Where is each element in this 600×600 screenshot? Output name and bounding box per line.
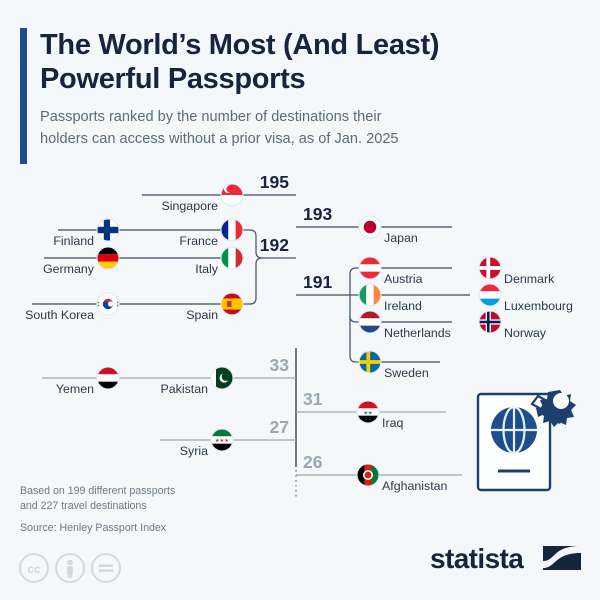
value-27: 27: [270, 417, 289, 437]
label-ireland: Ireland: [384, 299, 422, 313]
subtitle-line-2: holders can access without a prior visa,…: [40, 130, 399, 147]
label-pakistan: Pakistan: [160, 382, 208, 396]
header: The World’s Most (And Least) Powerful Pa…: [20, 28, 580, 164]
footnote-line-1: Based on 199 different passports: [20, 485, 176, 497]
label-spain: Spain: [186, 308, 218, 322]
title-accent-bar: [20, 28, 27, 164]
subtitle-line-1: Passports ranked by the number of destin…: [40, 109, 382, 126]
group-195: 195 Singapore: [142, 172, 296, 213]
passport-illustration: [470, 368, 590, 498]
label-austria: Austria: [384, 272, 423, 286]
label-denmark: Denmark: [504, 272, 555, 286]
group-192: 192 Finland France Germany Italy South K…: [25, 218, 296, 322]
label-singapore: Singapore: [162, 199, 219, 213]
value-33: 33: [270, 355, 290, 375]
group-33: 33 Yemen Pakistan: [42, 355, 296, 396]
label-sweden: Sweden: [384, 366, 429, 380]
label-syria: Syria: [180, 444, 208, 458]
by-icon: [67, 559, 73, 578]
page-title: The World’s Most (And Least) Powerful Pa…: [40, 28, 580, 96]
group-31: 31 Iraq: [296, 389, 446, 430]
label-iraq: Iraq: [382, 416, 403, 430]
source-note: Source: Henley Passport Index: [20, 522, 167, 535]
group-193: 193 Japan: [296, 204, 452, 245]
value-31: 31: [303, 389, 323, 409]
footer-notes: Based on 199 different passports and 227…: [20, 484, 350, 534]
value-26: 26: [303, 452, 323, 472]
value-193: 193: [303, 204, 332, 224]
group-191: 191 Austria Ireland Netherlands Sweden D…: [296, 256, 573, 380]
label-afghanistan: Afghanistan: [382, 479, 448, 493]
value-192: 192: [260, 235, 289, 255]
title-line-2: Powerful Passports: [40, 63, 306, 96]
passport-ranking-chart: ★★ ★★★ 195 Singapore 193: [0, 170, 573, 500]
creative-commons-license[interactable]: cc: [18, 552, 123, 589]
label-yemen: Yemen: [56, 382, 94, 396]
title-line-1: The World’s Most (And Least): [40, 29, 440, 61]
label-south-korea: South Korea: [25, 308, 94, 322]
value-195: 195: [260, 172, 289, 192]
label-germany: Germany: [43, 262, 95, 276]
nd-icon: [99, 564, 113, 572]
group-27: 27 Syria: [160, 417, 296, 458]
statista-mark-icon: [543, 546, 581, 570]
value-191: 191: [303, 272, 332, 292]
label-italy: Italy: [195, 262, 219, 276]
page-subtitle: Passports ranked by the number of destin…: [40, 107, 580, 149]
statista-wordmark: statista: [430, 543, 524, 574]
label-france: France: [179, 234, 218, 248]
statista-logo: statista: [430, 541, 582, 582]
label-finland: Finland: [53, 234, 94, 248]
footnote-line-2: and 227 travel destinations: [20, 500, 147, 513]
label-netherlands: Netherlands: [384, 326, 451, 340]
group-26: 26 Afghanistan: [296, 452, 462, 493]
label-japan: Japan: [384, 231, 418, 245]
label-norway: Norway: [504, 326, 547, 340]
award-rosette-icon: [530, 390, 576, 427]
globe-icon: [491, 405, 537, 455]
label-luxembourg: Luxembourg: [504, 299, 573, 313]
cc-icon: cc: [27, 562, 41, 576]
